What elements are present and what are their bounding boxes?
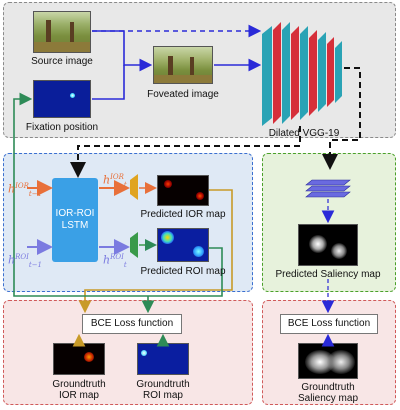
gt-roi-label-line2: ROI map	[142, 390, 183, 401]
bce-loss-box-left: BCE Loss function	[82, 314, 182, 334]
ior-roi-panel	[3, 153, 253, 292]
lstm-label-line2: LSTM	[61, 220, 89, 231]
h-ior-prev-label: hIORt−1	[8, 182, 43, 198]
vgg-layers	[262, 22, 342, 126]
h-ior-curr-label: hIORt	[103, 173, 127, 189]
predicted-ior-map	[157, 175, 209, 206]
predicted-roi-label: Predicted ROI map	[140, 266, 226, 277]
source-image	[33, 11, 91, 53]
gt-ior-label-line2: IOR map	[58, 390, 99, 401]
gt-saliency-label-line1: Groundtruth	[301, 382, 355, 393]
gt-saliency-label-line2: Saliency map	[297, 393, 359, 404]
bce-loss-box-right: BCE Loss function	[280, 314, 378, 334]
predicted-saliency-map	[298, 224, 358, 266]
gt-roi-label-line1: Groundtruth	[136, 379, 190, 390]
h-roi-prev-label: hROIt−1	[8, 253, 43, 269]
foveated-image-label: Foveated image	[147, 89, 219, 100]
predicted-roi-map	[157, 228, 209, 262]
dilated-vgg-label: Dilated VGG-19	[268, 128, 340, 139]
foveated-image	[153, 46, 213, 84]
groundtruth-ior-map	[53, 343, 105, 375]
groundtruth-saliency-map	[298, 343, 358, 379]
predicted-saliency-label: Predicted Saliency map	[275, 269, 381, 280]
source-image-label: Source image	[31, 56, 93, 67]
gt-ior-label-line1: Groundtruth	[52, 379, 106, 390]
fixation-position-label: Fixation position	[25, 122, 99, 133]
saliency-conv-stack	[305, 179, 351, 198]
predicted-ior-label: Predicted IOR map	[140, 209, 226, 220]
ior-roi-lstm-block	[52, 178, 98, 262]
fixation-position-image	[33, 80, 91, 118]
h-roi-curr-label: hROIt	[103, 253, 127, 269]
lstm-label-line1: IOR-ROI	[55, 208, 95, 219]
